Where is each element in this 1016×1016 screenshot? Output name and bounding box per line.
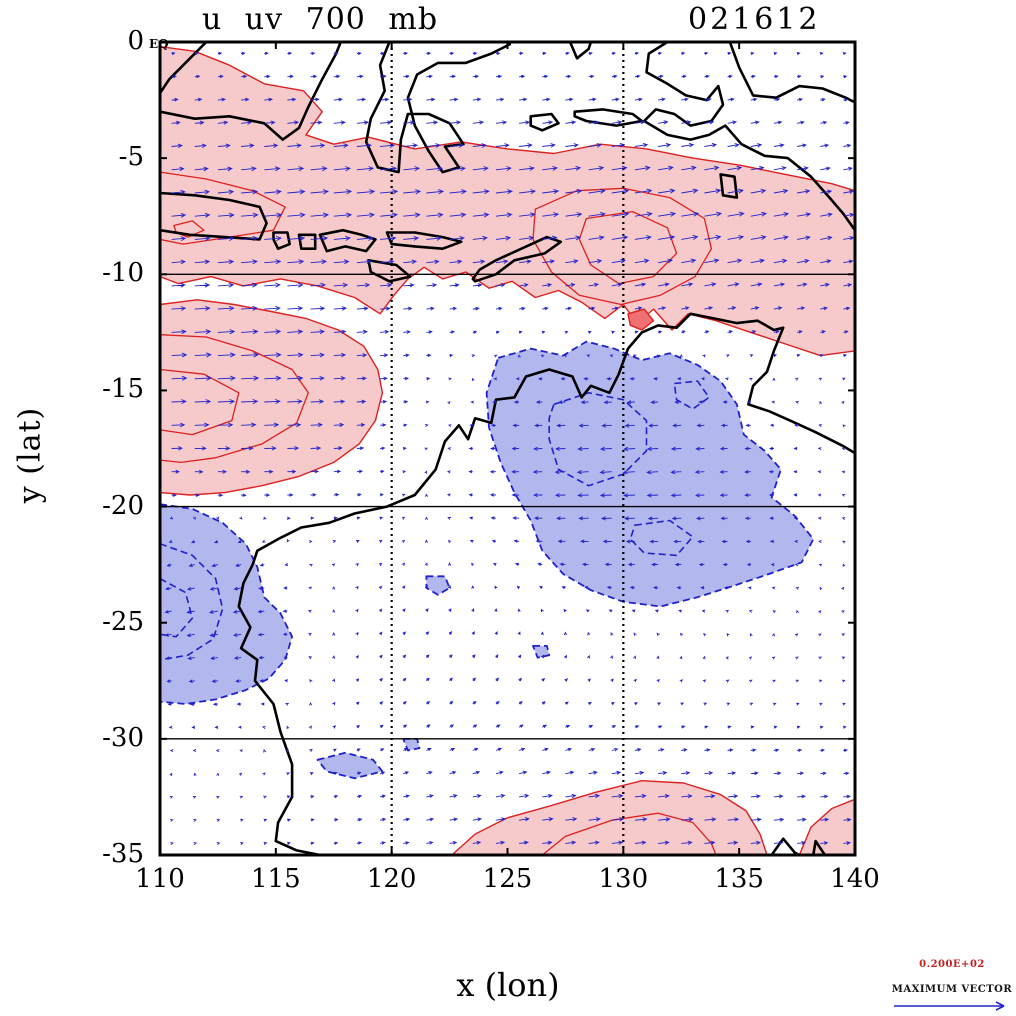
max-vector-label: MAXIMUM VECTOR [891, 984, 1013, 995]
negative-u-contour [160, 542, 224, 661]
coastline-seram [573, 108, 644, 127]
wind-vectors [164, 51, 855, 846]
coastline-aru [719, 173, 739, 199]
negative-u-contour [160, 577, 194, 638]
coastline-buru [529, 112, 560, 132]
coastline-gulf-st-vincent [812, 839, 827, 855]
positive-u-region-timor-maximum [627, 308, 655, 331]
negative-u-region-small-cell-4 [532, 645, 551, 659]
y-tick-label: -25 [102, 606, 144, 637]
max-vector-value: 0.200E+02 [919, 959, 985, 970]
coastline-australia [237, 312, 855, 855]
x-axis-label: x (lon) [456, 966, 560, 1004]
coastline-sumbawa [318, 228, 377, 253]
coastline-borneo-west [160, 42, 208, 95]
coastline-sulawesi [364, 42, 512, 174]
coastline-spencer-gulf [770, 837, 801, 855]
plot-title: u uv 700 mb [201, 2, 439, 37]
positive-u-contour [160, 171, 286, 245]
x-tick-label: 115 [251, 864, 301, 894]
coastline-timor [471, 235, 563, 283]
y-tick-label: -35 [102, 839, 144, 869]
x-tick-label: 125 [482, 864, 533, 894]
positive-u-region-south-east-corner [798, 798, 855, 855]
positive-u-contour [160, 368, 240, 436]
y-tick-label: -30 [102, 722, 144, 753]
positive-u-contour [532, 187, 713, 306]
x-tick-label: 135 [714, 864, 764, 894]
x-tick-label: 120 [366, 864, 417, 894]
coastline-halmahera [568, 42, 593, 60]
y-tick-label: -20 [102, 490, 144, 521]
positive-u-region-west-mid-cell [160, 299, 384, 496]
negative-u-region-west-coast-cell [160, 503, 293, 705]
positive-u-region-south-band [451, 780, 768, 855]
y-tick-label: -15 [102, 374, 144, 405]
max-vector-arrow-icon [894, 1001, 1005, 1011]
x-tick-label: 140 [830, 864, 880, 894]
positive-u-contour [541, 812, 717, 855]
y-tick-label: -10 [102, 258, 144, 289]
plot-area [160, 42, 855, 855]
coastline-borneo-south [160, 42, 342, 141]
negative-u-region-small-cell-2 [316, 751, 384, 780]
negative-u-region-small-cell-1 [425, 575, 451, 596]
coastline-new-guinea-south [642, 42, 855, 232]
y-tick-label: -5 [118, 142, 144, 173]
x-tick-label: 110 [135, 864, 185, 894]
x-tick-label: 130 [598, 864, 649, 894]
positive-u-contour [578, 210, 678, 285]
equator-label: EQ [149, 37, 169, 51]
negative-u-region-small-cell-3 [402, 738, 421, 752]
y-tick-label: 0 [127, 26, 144, 56]
plot-timestamp: 021612 [688, 2, 821, 37]
coastline-java [160, 191, 268, 241]
negative-u-region-central-cell [485, 340, 815, 608]
coastline-lombok [297, 233, 317, 250]
coastline-flores [385, 231, 463, 250]
coastline-new-guinea-north [728, 42, 855, 104]
negative-u-contour [629, 519, 694, 557]
y-axis-label: y (lat) [12, 406, 48, 504]
